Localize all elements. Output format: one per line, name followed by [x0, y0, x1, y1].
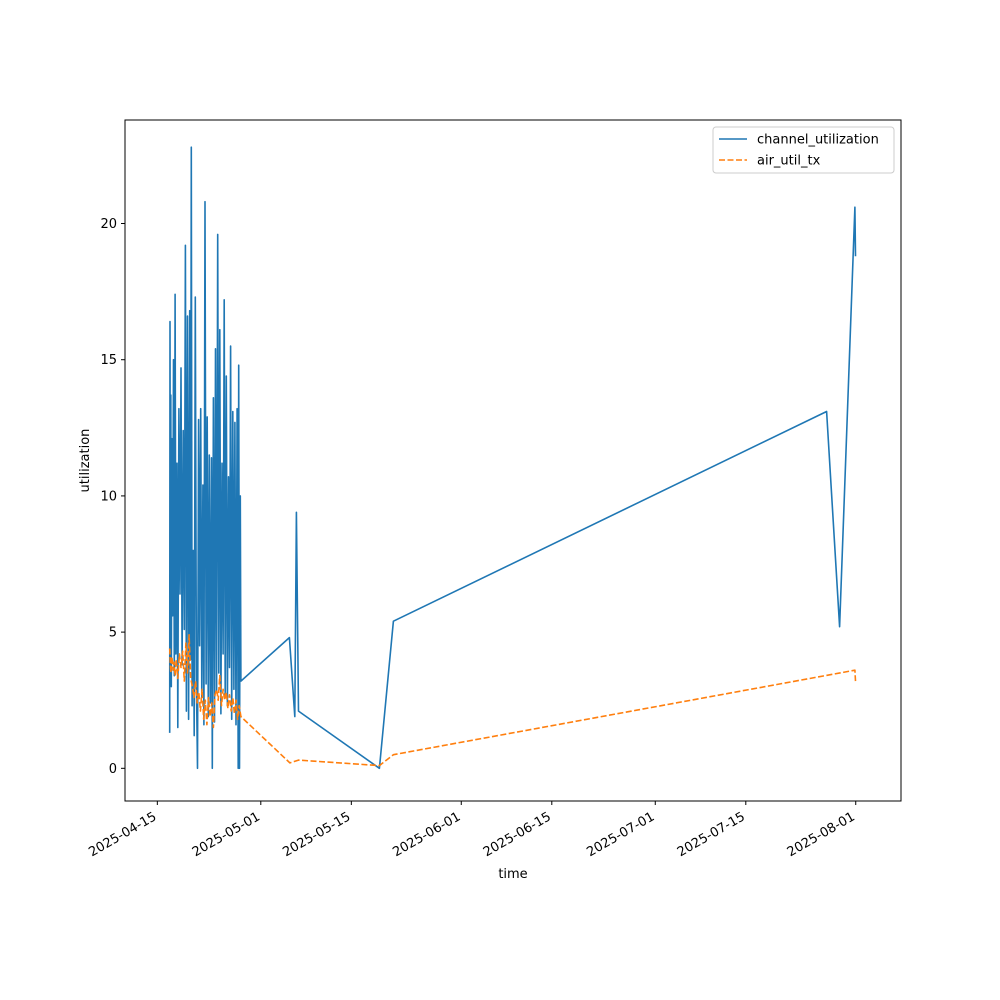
plot-area — [168, 146, 857, 770]
y-tick-label: 10 — [100, 489, 117, 504]
legend: channel_utilization air_util_tx — [712, 126, 895, 174]
legend-label-air-util-tx: air_util_tx — [757, 154, 821, 169]
legend-label-channel-utilization: channel_utilization — [757, 133, 879, 148]
y-axis-label: utilization — [78, 429, 93, 493]
x-axis-label: time — [498, 867, 527, 882]
y-tick-label: 20 — [100, 217, 117, 232]
y-tick-label: 15 — [100, 353, 117, 368]
y-tick-label: 5 — [109, 626, 117, 641]
axes-frame — [124, 119, 902, 802]
series-line-air-util-tx — [168, 634, 857, 767]
series-line-channel-utilization — [168, 146, 857, 770]
y-tick-label: 0 — [109, 762, 117, 777]
legend-box — [712, 126, 895, 174]
